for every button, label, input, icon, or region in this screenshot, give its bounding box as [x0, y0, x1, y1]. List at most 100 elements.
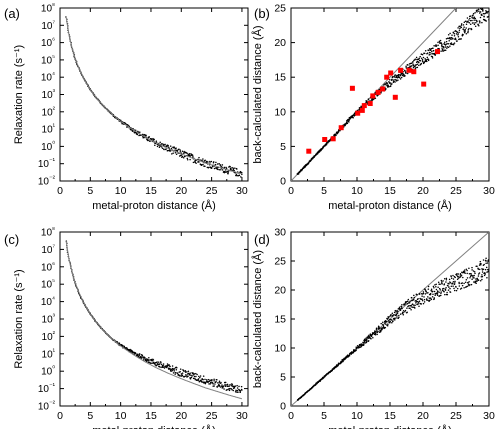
- data-point: [348, 355, 351, 357]
- data-point: [156, 361, 158, 363]
- data-point: [394, 319, 396, 321]
- data-point: [187, 375, 189, 377]
- data-point: [399, 78, 402, 80]
- data-point: [472, 14, 474, 16]
- data-point: [443, 47, 445, 49]
- y-tick-label: 10⁻²: [38, 176, 56, 188]
- data-point: [387, 320, 390, 322]
- data-point: [403, 73, 405, 76]
- data-point: [460, 23, 463, 25]
- data-point: [482, 268, 485, 271]
- data-point: [452, 37, 454, 40]
- data-point: [420, 62, 423, 65]
- data-point: [374, 91, 376, 94]
- data-point: [399, 309, 402, 312]
- data-point: [189, 378, 192, 380]
- data-point: [479, 260, 482, 263]
- data-point: [394, 76, 396, 78]
- data-point: [482, 9, 484, 11]
- data-point: [479, 16, 482, 19]
- data-point: [395, 80, 398, 82]
- data-point: [459, 27, 461, 30]
- data-point: [376, 94, 379, 97]
- data-point: [473, 22, 475, 24]
- data-point: [429, 299, 431, 301]
- data-point: [459, 25, 461, 27]
- highlight-marker: [355, 110, 361, 116]
- data-point: [228, 389, 231, 392]
- data-point: [180, 373, 183, 375]
- data-point: [404, 74, 406, 77]
- data-point: [469, 17, 471, 20]
- data-point: [368, 334, 370, 337]
- data-point: [483, 16, 485, 18]
- data-point: [394, 317, 396, 319]
- data-point: [388, 85, 390, 88]
- data-point: [370, 338, 372, 340]
- data-point: [461, 284, 464, 287]
- data-point: [454, 276, 456, 279]
- data-point: [434, 53, 437, 56]
- data-point: [145, 134, 147, 137]
- data-point: [171, 153, 173, 155]
- data-point: [439, 289, 442, 291]
- data-point: [181, 374, 184, 377]
- data-point: [169, 365, 171, 368]
- data-point: [393, 311, 396, 314]
- data-point: [147, 139, 149, 142]
- data-point: [190, 376, 193, 379]
- data-point: [193, 373, 196, 375]
- data-point: [406, 307, 408, 309]
- data-point: [186, 376, 188, 378]
- data-point: [446, 46, 449, 48]
- data-point: [419, 60, 422, 62]
- data-point: [436, 294, 439, 296]
- data-point: [216, 386, 219, 388]
- data-point: [141, 354, 144, 357]
- data-point: [481, 278, 483, 281]
- panel-label: (c): [4, 232, 19, 247]
- x-tick-label: 5: [321, 410, 327, 422]
- data-point: [238, 385, 240, 388]
- data-point: [421, 58, 424, 61]
- data-point: [363, 343, 365, 345]
- data-point: [407, 298, 410, 301]
- x-tick-label: 5: [87, 185, 93, 197]
- data-point: [321, 147, 324, 150]
- data-point: [393, 79, 395, 81]
- data-point: [462, 276, 464, 279]
- data-point: [470, 274, 473, 277]
- data-point: [423, 298, 426, 301]
- data-point: [170, 368, 173, 371]
- data-point: [224, 171, 227, 173]
- data-point: [413, 296, 416, 299]
- data-point: [443, 287, 445, 290]
- data-point: [438, 287, 441, 290]
- data-point: [445, 281, 447, 283]
- data-point: [340, 361, 343, 364]
- data-point: [385, 83, 387, 86]
- data-point: [389, 320, 391, 323]
- data-point: [155, 140, 158, 142]
- data-point: [204, 165, 206, 168]
- data-point: [485, 257, 487, 260]
- data-point: [239, 391, 241, 393]
- data-point: [452, 31, 455, 34]
- data-point: [238, 174, 241, 177]
- data-point: [192, 374, 195, 376]
- data-point: [159, 363, 161, 365]
- data-point: [478, 24, 480, 27]
- x-tick-label: 5: [87, 410, 93, 422]
- data-point: [212, 383, 214, 385]
- data-point: [450, 277, 453, 280]
- data-point: [473, 281, 475, 283]
- data-point: [171, 367, 174, 370]
- data-point: [363, 338, 366, 340]
- y-tick-label: 10⁰: [41, 140, 55, 153]
- y-tick-label: 10⁸: [41, 3, 55, 15]
- data-point: [374, 334, 377, 336]
- data-point: [154, 363, 156, 366]
- data-point: [174, 373, 176, 375]
- data-point: [152, 361, 155, 364]
- data-point: [404, 303, 406, 306]
